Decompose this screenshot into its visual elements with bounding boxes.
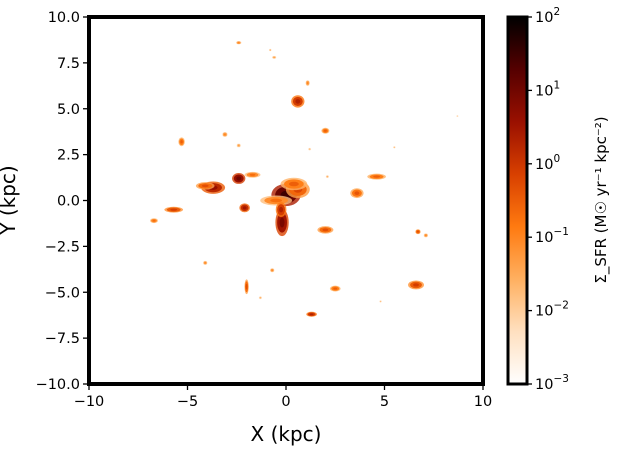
- clump-core: [417, 230, 419, 233]
- x-axis-ticks: −10 −5 0 5 10: [74, 384, 492, 410]
- clump-core: [273, 56, 275, 58]
- clump-core: [309, 148, 311, 150]
- clump-core: [170, 208, 178, 211]
- clump-core: [270, 198, 283, 203]
- colorbar: 102 101 100 10−1 10−2 10−3 Σ_SFR (M☉ yr⁻¹ kpc…: [506, 6, 611, 393]
- x-tick-label: 10: [474, 394, 492, 410]
- clump-core: [309, 313, 314, 316]
- clump-core: [237, 144, 240, 147]
- x-tick-label: 0: [281, 394, 290, 410]
- clump-core: [373, 175, 381, 178]
- clump-core: [393, 146, 395, 148]
- colorbar-tick-label: 10−3: [535, 373, 569, 393]
- clump-core: [271, 269, 273, 271]
- clump-core: [323, 129, 327, 132]
- x-axis-label: X (kpc): [251, 422, 322, 446]
- colorbar-tick-label: 10−2: [535, 300, 569, 320]
- y-tick-label: 7.5: [57, 56, 80, 72]
- clump-core: [223, 133, 226, 136]
- y-tick-label: −2.5: [45, 239, 80, 255]
- clump-core: [306, 81, 309, 85]
- y-tick-label: −10.0: [36, 377, 80, 393]
- clump-core: [152, 219, 156, 222]
- y-tick-label: 10.0: [48, 10, 80, 26]
- y-tick-label: −7.5: [45, 331, 80, 347]
- clump-core: [333, 287, 338, 290]
- clump-core: [326, 176, 328, 178]
- clump-core: [237, 42, 240, 44]
- y-tick-label: −5.0: [45, 285, 80, 301]
- clump-core: [354, 191, 360, 195]
- y-axis-label: Y (kpc): [0, 165, 20, 235]
- colorbar-frame: [506, 15, 529, 386]
- x-tick-label: −10: [74, 394, 105, 410]
- colorbar-label: Σ_SFR (M☉ yr⁻¹ kpc⁻²): [592, 116, 611, 283]
- clump-core: [279, 206, 284, 213]
- clump-core: [279, 217, 285, 228]
- clump-core: [201, 184, 209, 188]
- clump-core: [288, 181, 299, 187]
- colorbar-tick-label: 102: [535, 6, 560, 26]
- y-tick-label: 2.5: [57, 148, 80, 164]
- clump-core: [249, 173, 256, 176]
- star-forming-clumps: [150, 40, 459, 317]
- colorbar-tick-label: 10−1: [535, 226, 569, 246]
- y-tick-label: 0.0: [57, 194, 80, 210]
- x-tick-label: 5: [380, 394, 389, 410]
- colorbar-ticks: 102 101 100 10−1 10−2 10−3: [527, 6, 569, 393]
- clump-core: [295, 99, 301, 104]
- clump-core: [245, 283, 248, 290]
- clump-core: [413, 283, 419, 287]
- clump-core: [236, 176, 242, 181]
- plot-area: [87, 15, 485, 386]
- y-axis-ticks: 10.0 7.5 5.0 2.5 0.0 −2.5 −5.0 −7.5 −10.0: [36, 10, 89, 393]
- clump-core: [242, 206, 247, 210]
- y-tick-label: 5.0: [57, 102, 80, 118]
- clump-core: [269, 49, 271, 51]
- x-tick-label: −5: [177, 394, 198, 410]
- clump-core: [259, 297, 261, 299]
- clump-core: [322, 228, 329, 232]
- clump-core: [380, 300, 382, 302]
- colorbar-tick-label: 101: [535, 79, 560, 99]
- clump-core: [425, 234, 427, 237]
- colorbar-tick-label: 100: [535, 153, 560, 173]
- clump-core: [180, 140, 183, 144]
- clump-core: [204, 262, 207, 264]
- clump-core: [456, 115, 458, 117]
- colorbar-gradient: [508, 17, 527, 384]
